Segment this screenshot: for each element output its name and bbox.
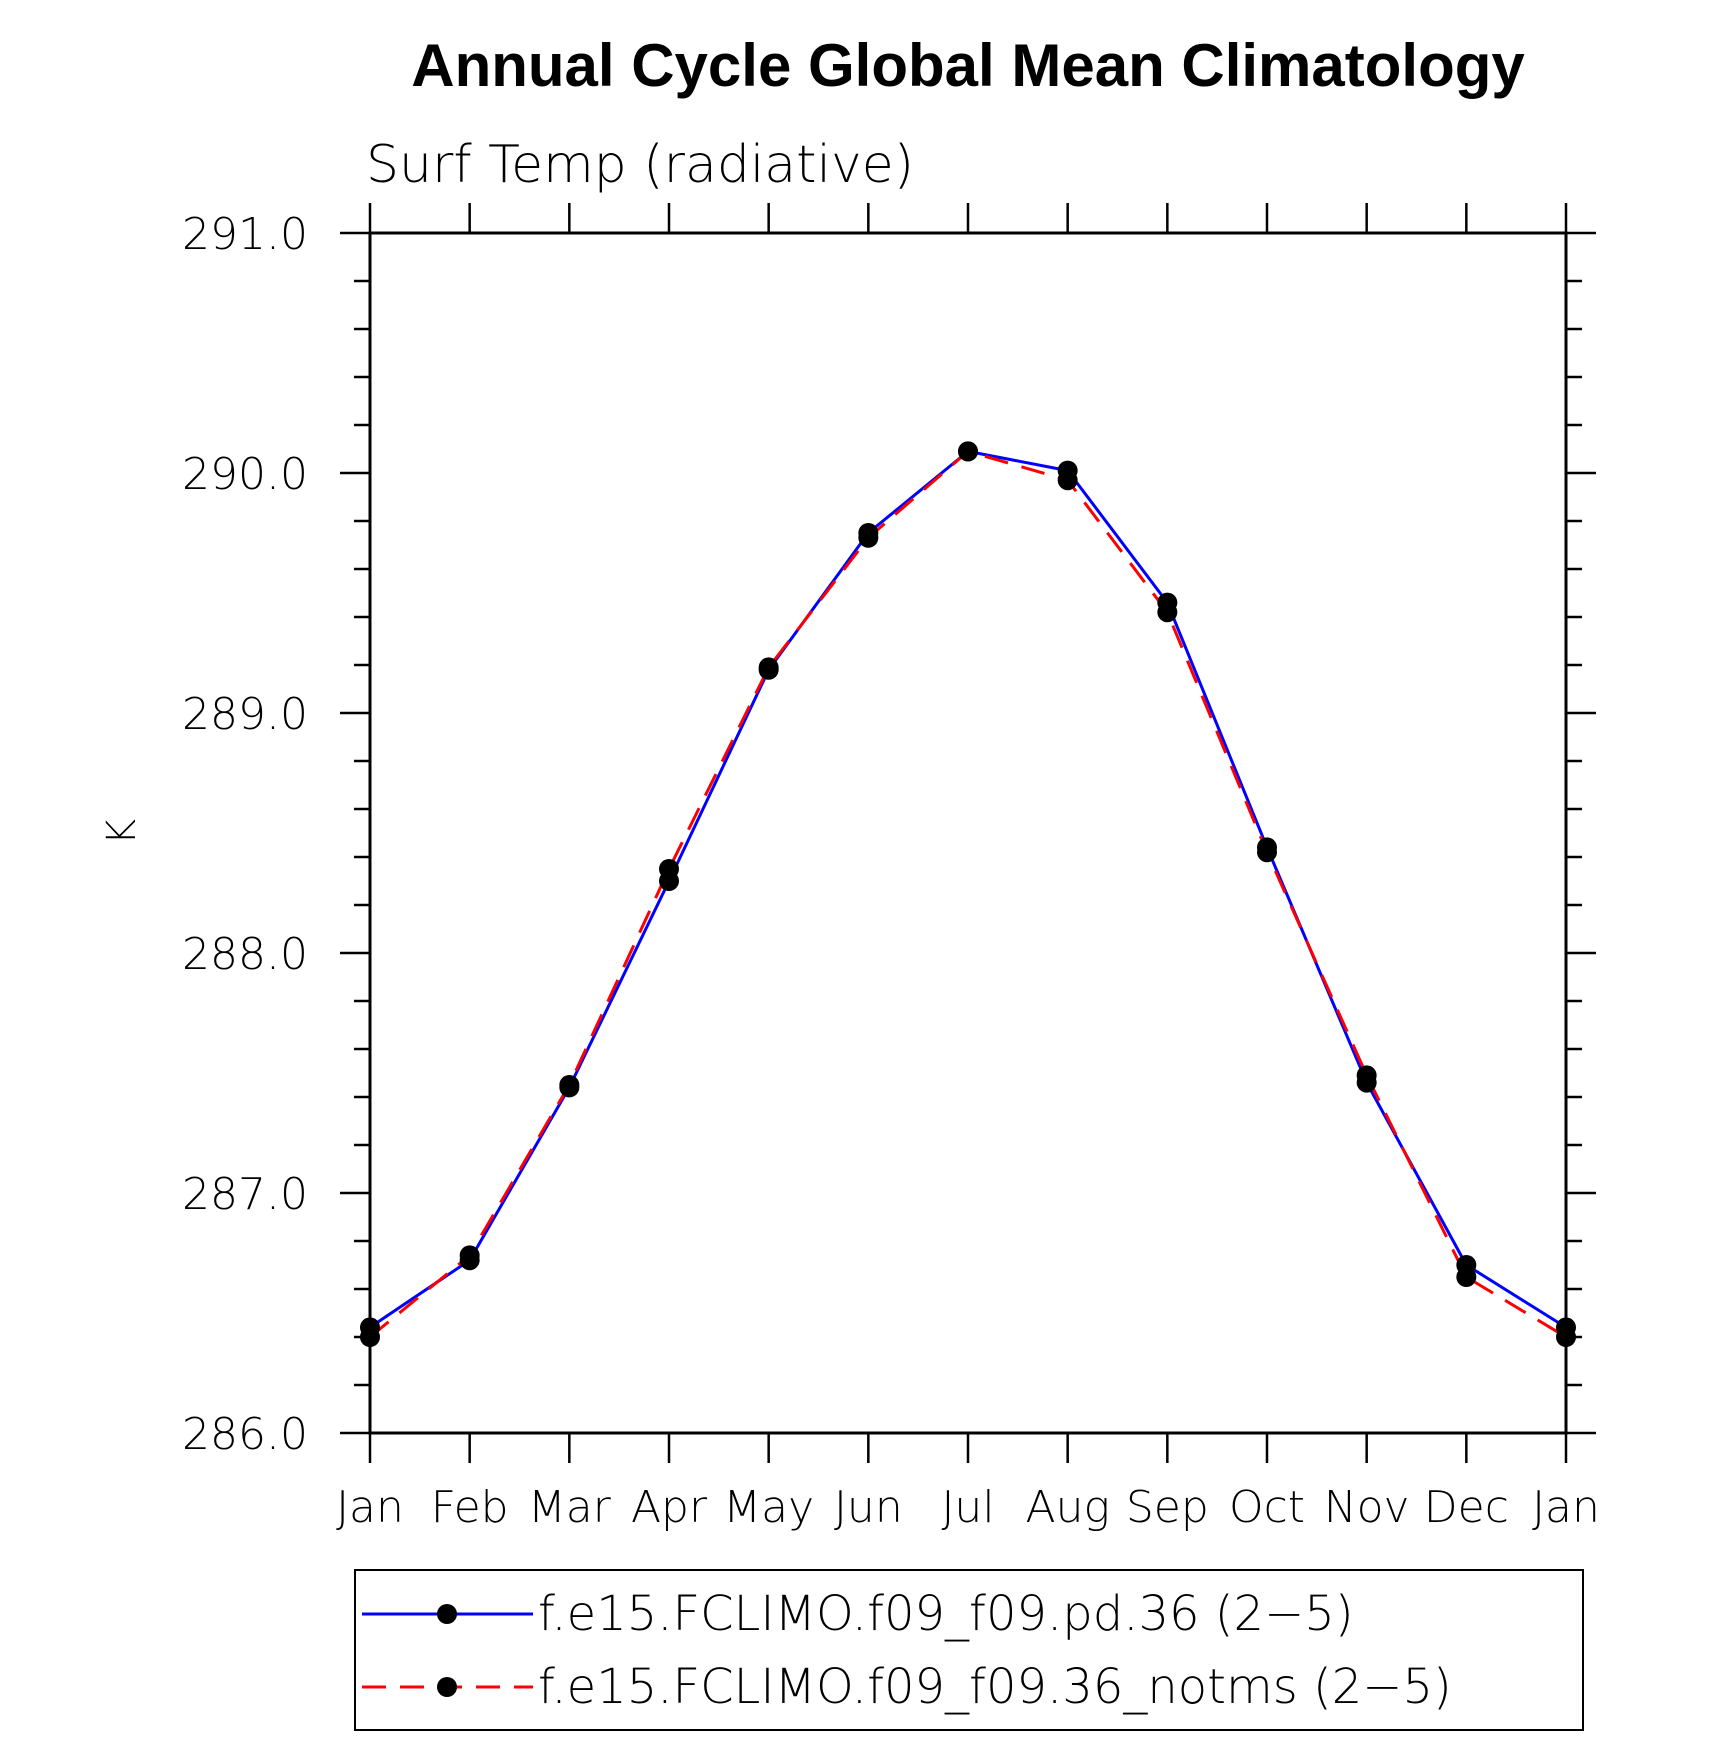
series-line-1 [369,449,1567,1329]
x-tick-label: Sep [1126,1482,1209,1533]
x-tick-label: Jan [336,1482,404,1533]
plot-frame [368,231,1568,1435]
x-tick-label: Jul [941,1482,994,1533]
x-tick-label: Nov [1324,1482,1410,1533]
y-tick-label: 289.0 [182,689,308,740]
data-point-series-2 [958,441,978,462]
legend-label-series-1: f.e15.FCLIMO.f09_f09.pd.36 (2−5) [538,1586,1354,1642]
x-tick-label: Feb [431,1482,509,1533]
x-tick-label: Aug [1025,1482,1109,1533]
x-tick-label: Apr [631,1482,708,1533]
data-point-series-2 [1356,1065,1377,1086]
y-tick-label: 291.0 [182,209,308,260]
data-point-series-2 [1157,602,1178,623]
y-tick-labels: 286.0 287.0 288.0 289.0 290.0 291.0 [182,209,308,1460]
data-point-series-2 [1556,1327,1576,1347]
data-point-series-2 [459,1245,480,1266]
series-line-2 [369,449,1567,1339]
x-tick-label: Jan [1532,1482,1600,1533]
y-tick-label: 287.0 [182,1169,308,1220]
legend-box [354,1569,1584,1731]
legend: f.e15.FCLIMO.f09_f09.pd.36 (2−5) f.e15.F… [354,1569,1584,1731]
y-tick-label: 288.0 [182,929,308,980]
x-tick-labels: Jan Feb Mar Apr May Jun Jul Aug Sep Oct Nov Dec Jan [336,1482,1600,1533]
x-tick-label: Oct [1229,1482,1305,1533]
x-tick-label: Jun [834,1482,903,1533]
y-axis-label: K [99,819,145,845]
x-tick-label: Dec [1424,1482,1509,1533]
chart-title: Annual Cycle Global Mean Climatology [411,32,1525,99]
data-point-series-2 [858,527,879,548]
y-tick-label: 286.0 [182,1409,308,1460]
chart-subtitle: Surf Temp (radiative) [366,135,914,195]
data-point-series-2 [758,657,779,678]
y-tick-label: 290.0 [182,449,308,500]
series-group [360,441,1576,1347]
x-tick-label: Mar [528,1482,612,1533]
data-point-series-2 [559,1075,580,1095]
legend-marker-series-2 [437,1677,457,1697]
x-tick-label: May [723,1482,814,1533]
data-point-series-2 [360,1327,380,1347]
data-point-series-2 [1057,470,1078,491]
data-point-series-2 [1257,842,1277,863]
axis-ticks [340,203,1596,1463]
data-point-series-2 [1456,1267,1477,1287]
legend-label-series-2: f.e15.FCLIMO.f09_f09.36_notms (2−5) [538,1659,1452,1715]
data-point-series-2 [659,859,679,879]
legend-marker-series-1 [437,1604,457,1624]
